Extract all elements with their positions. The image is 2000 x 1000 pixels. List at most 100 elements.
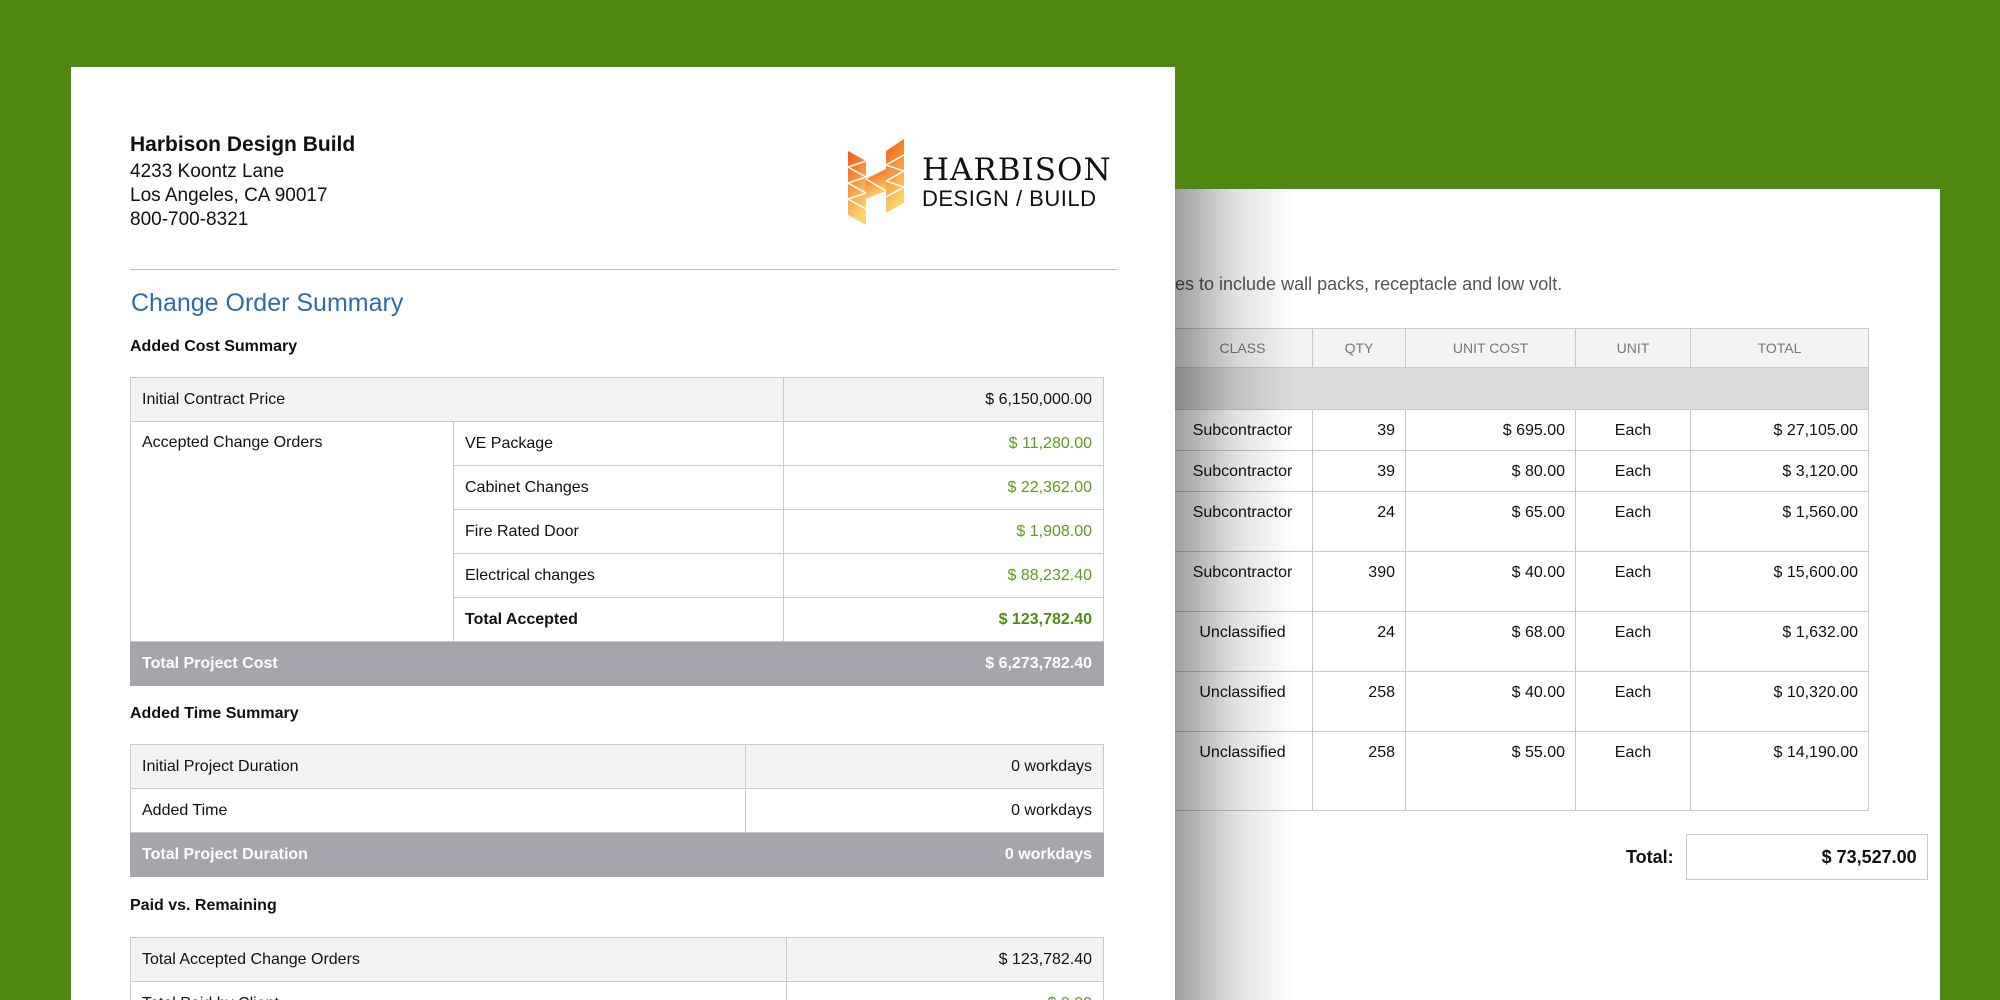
- group-band-row: [1175, 367, 1869, 410]
- total-duration-value: 0 workdays: [744, 832, 1105, 877]
- line-item-unit-cost: $ 80.00: [1405, 450, 1576, 492]
- change-order-amount: $ 1,908.00: [783, 509, 1104, 554]
- logo-text-harbison: HARBISON: [922, 151, 1112, 188]
- company-phone: 800-700-8321: [130, 209, 249, 230]
- grand-total: Total: $ 73,527.00: [1626, 834, 1928, 880]
- total-accepted-orders-label: Total Accepted Change Orders: [130, 937, 787, 982]
- total-paid-row: Total Paid by Client $ 0.00: [130, 981, 1105, 1000]
- initial-duration-label: Initial Project Duration: [130, 744, 746, 789]
- line-item-qty: 24: [1312, 491, 1406, 552]
- line-item-class: Subcontractor: [1175, 409, 1313, 451]
- line-item-unit-cost: $ 40.00: [1405, 551, 1576, 612]
- company-address-line1: 4233 Koontz Lane: [130, 161, 285, 182]
- line-items-table: CLASS QTY UNIT COST UNIT TOTAL Subcontractor…: [1175, 328, 1869, 811]
- added-time-row: Added Time 0 workdays: [130, 788, 1105, 833]
- line-item-unit: Each: [1575, 671, 1691, 732]
- column-header-unit-cost: UNIT COST: [1405, 328, 1576, 368]
- initial-duration-value: 0 workdays: [744, 744, 1105, 789]
- column-header-total: TOTAL: [1690, 328, 1869, 368]
- added-cost-table: Initial Contract Price $ 6,150,000.00 Ac…: [130, 377, 1104, 686]
- line-item-description: es to include wall packs, receptacle and…: [1175, 274, 1563, 294]
- total-accepted-row: Total Accepted $ 123,782.40: [131, 597, 1104, 642]
- column-header-qty: QTY: [1312, 328, 1406, 368]
- line-item-unit-cost: $ 55.00: [1405, 731, 1576, 811]
- line-item-unit: Each: [1575, 551, 1691, 612]
- total-project-cost-value: $ 6,273,782.40: [783, 641, 1104, 686]
- company-address-line2: Los Angeles, CA 90017: [130, 185, 328, 206]
- total-duration-row: Total Project Duration 0 workdays: [130, 832, 1105, 877]
- added-time-table: Initial Project Duration 0 workdays Adde…: [130, 744, 1105, 877]
- total-accepted-label: Total Accepted: [453, 597, 784, 642]
- line-item-unit: Each: [1575, 450, 1691, 492]
- total-accepted-orders-row: Total Accepted Change Orders $ 123,782.4…: [130, 937, 1105, 982]
- line-item-class: Subcontractor: [1175, 491, 1313, 552]
- grand-total-label: Total:: [1626, 846, 1674, 867]
- company-info: Harbison Design Build 4233 Koontz Lane L…: [130, 133, 355, 232]
- line-item-total: $ 27,105.00: [1690, 409, 1869, 451]
- line-item-qty: 39: [1312, 409, 1406, 451]
- line-item-unit: Each: [1575, 491, 1691, 552]
- line-item-row: Unclassified 258 $ 40.00 Each $ 10,320.00: [1175, 671, 1869, 732]
- line-item-qty: 258: [1312, 671, 1406, 732]
- initial-duration-row: Initial Project Duration 0 workdays: [130, 744, 1105, 789]
- change-order-row: Cabinet Changes $ 22,362.00: [131, 465, 1104, 510]
- total-paid-label: Total Paid by Client: [130, 981, 787, 1000]
- initial-contract-label: Initial Contract Price: [130, 377, 784, 422]
- line-item-unit-cost: $ 40.00: [1405, 671, 1576, 732]
- change-order-row: Accepted Change Orders VE Package $ 11,2…: [130, 421, 1104, 642]
- change-order-amount: $ 22,362.00: [783, 465, 1104, 510]
- change-order-row: Electrical changes $ 88,232.40: [131, 553, 1104, 598]
- added-time-heading: Added Time Summary: [130, 705, 299, 722]
- line-item-total: $ 1,560.00: [1690, 491, 1869, 552]
- total-accepted-value: $ 123,782.40: [783, 597, 1104, 642]
- change-order-amount: $ 88,232.40: [783, 553, 1104, 598]
- initial-contract-row: Initial Contract Price $ 6,150,000.00: [130, 377, 1104, 422]
- line-item-qty: 258: [1312, 731, 1406, 811]
- total-duration-label: Total Project Duration: [130, 832, 746, 877]
- total-accepted-orders-value: $ 123,782.40: [785, 937, 1105, 982]
- line-item-row: Subcontractor 24 $ 65.00 Each $ 1,560.00: [1175, 491, 1869, 552]
- change-order-amount: $ 11,280.00: [783, 421, 1104, 466]
- line-item-unit: Each: [1575, 409, 1691, 451]
- change-order-row: Fire Rated Door $ 1,908.00: [131, 509, 1104, 554]
- line-item-unit-cost: $ 65.00: [1405, 491, 1576, 552]
- line-item-total: $ 1,632.00: [1690, 611, 1869, 672]
- column-header-class: CLASS: [1175, 328, 1313, 368]
- added-cost-heading: Added Cost Summary: [130, 338, 298, 355]
- grand-total-value: $ 73,527.00: [1685, 834, 1928, 880]
- line-item-class: Unclassified: [1175, 611, 1313, 672]
- change-order-name: Cabinet Changes: [453, 465, 784, 510]
- line-item-unit-cost: $ 695.00: [1405, 409, 1576, 451]
- line-item-class: Subcontractor: [1175, 450, 1313, 492]
- line-item-row: Unclassified 258 $ 55.00 Each $ 14,190.00: [1175, 731, 1869, 811]
- change-order-name: VE Package: [453, 421, 784, 466]
- company-logo: HARBISON DESIGN / BUILD: [848, 139, 1112, 225]
- total-project-cost-row: Total Project Cost $ 6,273,782.40: [130, 641, 1104, 686]
- line-item-class: Subcontractor: [1175, 551, 1313, 612]
- line-item-total: $ 15,600.00: [1690, 551, 1869, 612]
- added-time-value: 0 workdays: [744, 788, 1105, 833]
- summary-page: Harbison Design Build 4233 Koontz Lane L…: [71, 67, 1175, 1000]
- line-item-unit: Each: [1575, 611, 1691, 672]
- line-item-row: Unclassified 24 $ 68.00 Each $ 1,632.00: [1175, 611, 1869, 672]
- line-item-class: Unclassified: [1175, 731, 1313, 811]
- accepted-change-orders-label: Accepted Change Orders: [130, 421, 454, 642]
- total-paid-value: $ 0.00: [785, 981, 1105, 1000]
- line-item-row: Subcontractor 39 $ 695.00 Each $ 27,105.00: [1175, 409, 1869, 451]
- line-item-unit: Each: [1575, 731, 1691, 811]
- paid-remaining-table: Total Accepted Change Orders $ 123,782.4…: [130, 937, 1105, 1000]
- line-item-qty: 39: [1312, 450, 1406, 492]
- header-divider: [130, 269, 1117, 270]
- line-item-row: Subcontractor 390 $ 40.00 Each $ 15,600.00: [1175, 551, 1869, 612]
- logo-text-design-build: DESIGN / BUILD: [922, 185, 1097, 211]
- column-header-unit: UNIT: [1575, 328, 1691, 368]
- line-item-row: Subcontractor 39 $ 80.00 Each $ 3,120.00: [1175, 450, 1869, 492]
- total-project-cost-label: Total Project Cost: [130, 641, 784, 686]
- line-item-unit-cost: $ 68.00: [1405, 611, 1576, 672]
- line-item-total: $ 14,190.00: [1690, 731, 1869, 811]
- added-time-label: Added Time: [130, 788, 746, 833]
- line-item-total: $ 10,320.00: [1690, 671, 1869, 732]
- company-name: Harbison Design Build: [130, 133, 356, 156]
- initial-contract-value: $ 6,150,000.00: [783, 377, 1104, 422]
- line-items-page: es to include wall packs, receptacle and…: [1175, 189, 1940, 1000]
